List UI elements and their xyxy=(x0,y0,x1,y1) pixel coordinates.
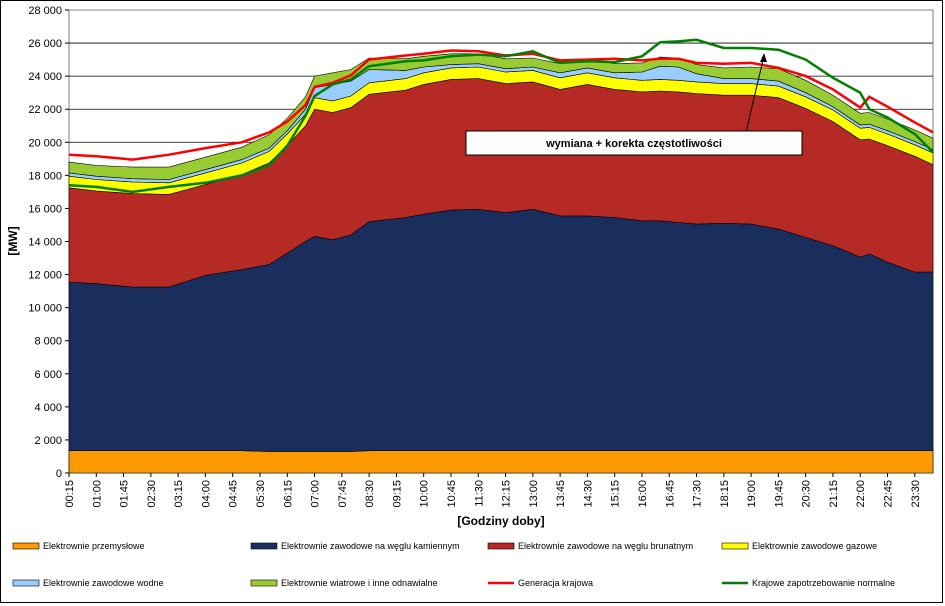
area-wiatrowe xyxy=(68,53,934,180)
y-tick-label: 6 000 xyxy=(34,369,62,381)
x-tick-label: 23:30 xyxy=(910,480,922,508)
x-tick-label: 04:00 xyxy=(200,480,212,508)
x-tick-label: 20:30 xyxy=(801,480,813,508)
y-tick-label: 14 000 xyxy=(28,237,62,249)
x-tick-label: 09:15 xyxy=(391,480,403,508)
legend-label: Elektrownie zawodowe wodne xyxy=(43,578,164,588)
y-tick-label: 22 000 xyxy=(28,104,62,116)
line-zapotrzebowanie xyxy=(68,38,934,194)
legend-label: Elektrownie przemysłowe xyxy=(43,541,145,551)
legend-swatch xyxy=(250,542,278,550)
x-tick-label: 10:00 xyxy=(419,480,431,508)
x-tick-label: 11:30 xyxy=(473,480,485,507)
x-tick-label: 16:00 xyxy=(637,480,649,508)
x-tick-label: 01:45 xyxy=(119,480,131,508)
y-axis-title: [MW] xyxy=(6,226,20,255)
x-tick-label: 06:15 xyxy=(282,480,294,508)
legend-label: Krajowe zapotrzebowanie normalne xyxy=(752,578,895,588)
annotation-box xyxy=(465,130,803,156)
y-axis-ticks: 0 2 000 4 000 6 000 8 000 10 000 12 000 14 000 1… xyxy=(28,5,69,480)
x-tick-label: 22:00 xyxy=(855,480,867,508)
legend: Elektrownie przemysłowe Elektrownie zawod… xyxy=(12,541,895,588)
legend-wiatrowe: Elektrownie wiatrowe i inne odnawialne xyxy=(250,578,438,588)
x-tick-label: 00:15 xyxy=(64,480,76,508)
annotation: wymiana + korekta częstotliwości xyxy=(465,53,803,156)
x-tick-label: 21:15 xyxy=(828,480,840,508)
annotation-arrowhead xyxy=(760,53,767,62)
x-tick-label: 18:15 xyxy=(719,480,731,508)
legend-label: Elektrownie zawodowe na węglu kamiennym xyxy=(281,541,460,551)
x-axis-ticks: 00:15 01:00 01:45 02:30 03:15 04:00 04:45 05:30… xyxy=(64,473,922,508)
area-przemyslowe xyxy=(68,450,934,474)
y-tick-label: 24 000 xyxy=(28,71,62,83)
y-tick-label: 12 000 xyxy=(28,270,62,282)
x-tick-label: 14:30 xyxy=(582,480,594,508)
x-axis-title: [Godziny doby] xyxy=(457,514,544,528)
y-tick-label: 0 xyxy=(56,468,62,480)
y-tick-label: 2 000 xyxy=(34,435,62,447)
x-tick-label: 02:30 xyxy=(146,480,158,508)
y-tick-label: 16 000 xyxy=(28,203,62,215)
legend-generacja: Generacja krajowa xyxy=(488,578,593,588)
y-tick-label: 10 000 xyxy=(28,303,62,315)
x-tick-label: 07:00 xyxy=(310,480,322,508)
legend-gazowe: Elektrownie zawodowe gazowe xyxy=(721,541,877,551)
y-tick-label: 4 000 xyxy=(34,402,62,414)
line-series xyxy=(68,38,934,194)
legend-zapotrzebowanie: Krajowe zapotrzebowanie normalne xyxy=(722,578,895,588)
y-tick-label: 26 000 xyxy=(28,38,62,50)
legend-swatch xyxy=(250,579,278,587)
x-tick-label: 04:45 xyxy=(228,480,240,508)
x-tick-label: 13:00 xyxy=(528,480,540,508)
legend-wodne: Elektrownie zawodowe wodne xyxy=(12,578,164,588)
legend-label: Elektrownie wiatrowe i inne odnawialne xyxy=(281,578,438,588)
legend-wegiel-brunatny: Elektrownie zawodowe na węglu brunatnym xyxy=(487,541,693,551)
y-tick-label: 20 000 xyxy=(28,137,62,149)
x-tick-label: 16:45 xyxy=(664,480,676,508)
legend-przemyslowe: Elektrownie przemysłowe xyxy=(12,541,145,551)
annotation-arrow xyxy=(745,55,765,133)
legend-label: Elektrownie zawodowe gazowe xyxy=(752,541,877,551)
legend-label: Elektrownie zawodowe na węglu brunatnym xyxy=(518,541,693,551)
x-tick-label: 03:15 xyxy=(173,480,185,508)
x-tick-label: 17:30 xyxy=(692,480,704,508)
y-tick-label: 8 000 xyxy=(34,336,62,348)
legend-label: Generacja krajowa xyxy=(518,578,593,588)
annotation-text: wymiana + korekta częstotliwości xyxy=(545,138,722,150)
y-tick-label: 18 000 xyxy=(28,170,62,182)
x-tick-label: 07:45 xyxy=(337,480,349,508)
x-tick-label: 15:15 xyxy=(610,480,622,508)
legend-swatch xyxy=(12,579,40,587)
x-tick-label: 08:30 xyxy=(364,480,376,508)
x-tick-label: 19:00 xyxy=(746,480,758,508)
x-tick-label: 19:45 xyxy=(773,480,785,508)
y-tick-label: 28 000 xyxy=(28,5,62,17)
legend-swatch xyxy=(12,542,40,550)
x-tick-label: 01:00 xyxy=(91,480,103,508)
legend-swatch xyxy=(721,542,749,550)
x-tick-label: 12:15 xyxy=(501,480,513,508)
legend-swatch xyxy=(487,542,515,550)
x-tick-label: 05:30 xyxy=(255,480,267,508)
x-tick-label: 13:45 xyxy=(555,480,567,508)
legend-wegiel-kamienny: Elektrownie zawodowe na węglu kamiennym xyxy=(250,541,460,551)
x-tick-label: 10:45 xyxy=(446,480,458,508)
x-tick-label: 22:45 xyxy=(883,480,895,508)
